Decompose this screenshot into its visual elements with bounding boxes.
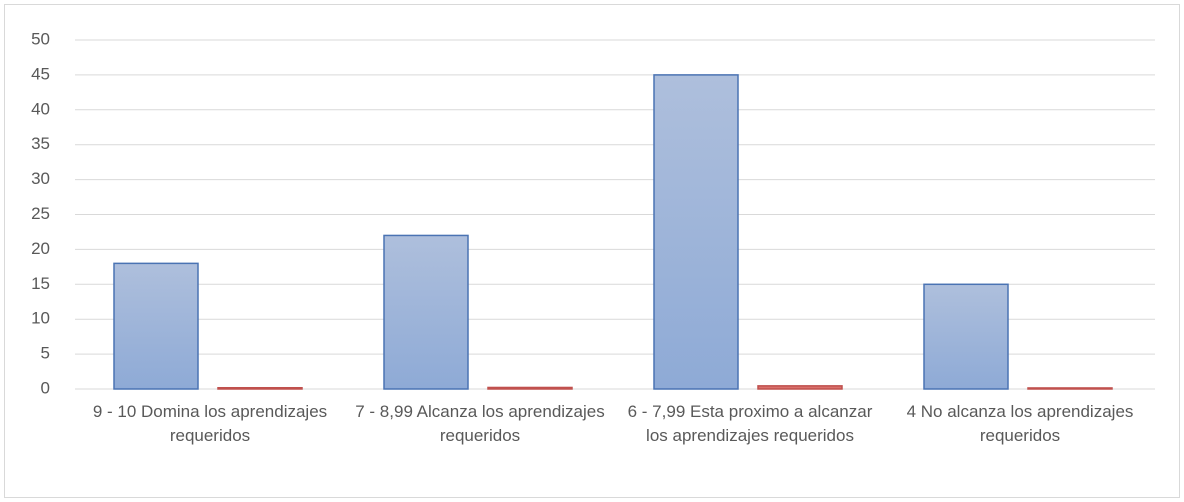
bar (487, 386, 573, 390)
bar (113, 262, 199, 390)
bar (653, 74, 739, 390)
y-tick-label: 20 (31, 239, 50, 258)
y-tick-label: 5 (41, 344, 50, 363)
y-tick-label: 0 (41, 378, 50, 397)
y-tick-label: 30 (31, 169, 50, 188)
y-tick-label: 35 (31, 134, 50, 153)
y-tick-label: 40 (31, 99, 50, 118)
x-tick-label: 6 - 7,99 Esta proximo a alcanzar los apr… (627, 402, 873, 445)
y-tick-label: 25 (31, 204, 50, 223)
bar (383, 234, 469, 390)
bar (757, 385, 843, 390)
x-tick-label: 7 - 8,99 Alcanza los aprendizajes requer… (355, 402, 605, 445)
x-tick-label: 4 No alcanza los aprendizajes requeridos (906, 402, 1134, 445)
y-tick-label: 15 (31, 274, 50, 293)
y-tick-label: 50 (31, 29, 50, 48)
chart-border (4, 4, 1180, 498)
y-tick-label: 10 (31, 309, 50, 328)
y-tick-label: 45 (31, 64, 50, 83)
x-tick-label: 9 - 10 Domina los aprendizajes requerido… (92, 402, 328, 445)
bar (217, 386, 303, 390)
bar (923, 283, 1009, 390)
bar (1027, 387, 1113, 390)
